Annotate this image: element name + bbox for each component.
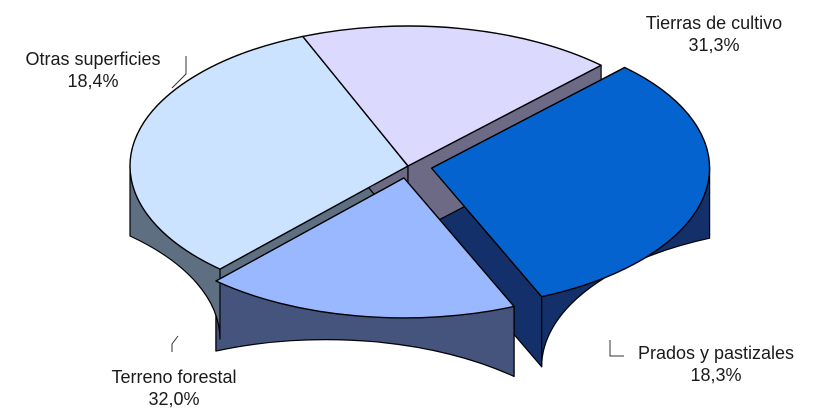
slice-label-terreno-forestal: Terreno forestal 32,0%: [74, 366, 274, 410]
slice-prados-y-pastizales: [215, 177, 515, 319]
slice-percent: 31,3%: [688, 35, 740, 55]
leader-line-terreno-forestal: [171, 335, 179, 352]
slice-otras-superficies: [302, 25, 602, 167]
slice-name: Prados y pastizales: [637, 343, 795, 363]
slice-label-prados-y-pastizales: Prados y pastizales 18,3%: [616, 342, 816, 386]
slice-percent: 18,4%: [67, 71, 119, 91]
slice-tierras-de-cultivo: [430, 66, 711, 298]
slice-name: Terreno forestal: [111, 367, 237, 387]
slice-percent: 32,0%: [148, 389, 200, 409]
slice-label-tierras-de-cultivo: Tierras de cultivo 31,3%: [614, 12, 814, 56]
leader-line-otras-superficies: [171, 56, 187, 89]
slice-percent: 18,3%: [690, 365, 742, 385]
slice-terreno-forestal: [129, 35, 409, 270]
leader-line-prados-y-pastizales: [609, 340, 624, 357]
slice-name: Otras superficies: [25, 49, 161, 69]
slice-name: Tierras de cultivo: [645, 13, 783, 33]
slice-label-otras-superficies: Otras superficies 18,4%: [0, 48, 186, 92]
